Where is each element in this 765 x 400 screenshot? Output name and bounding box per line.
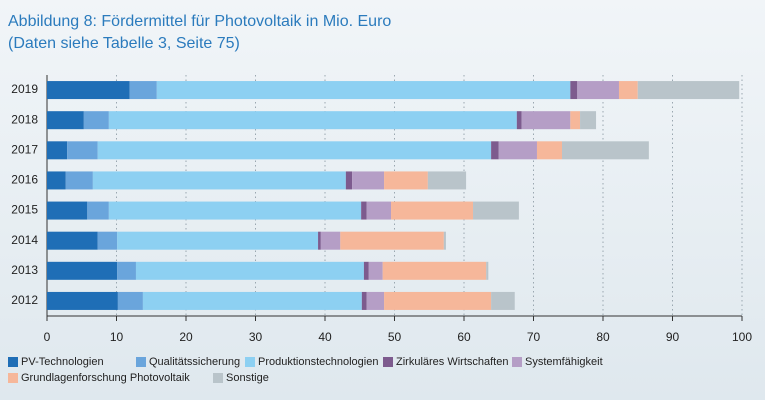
bar-segment (97, 231, 118, 250)
y-tick-label: 2015 (11, 203, 38, 217)
y-tick-label: 2019 (11, 82, 38, 96)
bar-segment (87, 201, 109, 220)
bar-segment (486, 261, 489, 280)
bar-segment (443, 231, 446, 250)
bar-segment (352, 171, 385, 190)
bar-segment (142, 291, 362, 310)
bar-segment (129, 81, 157, 100)
y-tick-label: 2018 (11, 112, 38, 126)
bar-segment (382, 261, 487, 280)
bar-segment (47, 81, 130, 100)
bar-segment (156, 81, 571, 100)
bar-segment (618, 81, 638, 100)
x-tick-label: 60 (457, 330, 471, 344)
legend-label: PV-Technologien (21, 356, 104, 368)
bar-segment (320, 231, 341, 250)
bar-segment (366, 291, 385, 310)
bar-segment (561, 141, 649, 160)
bar-segment (577, 81, 619, 100)
bar-segment (135, 261, 364, 280)
y-tick-label: 2016 (11, 173, 38, 187)
x-tick-label: 70 (527, 330, 541, 344)
y-tick-label: 2012 (11, 293, 38, 307)
legend-swatch (512, 357, 522, 367)
x-tick-label: 50 (388, 330, 402, 344)
bar-segment (108, 111, 517, 130)
legend-swatch (136, 357, 146, 367)
bar-segment (97, 141, 492, 160)
bar-segment (366, 201, 392, 220)
chart-title: Abbildung 8: Fördermittel für Photovolta… (8, 13, 391, 30)
x-tick-label: 100 (732, 330, 752, 344)
bar-segment (580, 111, 597, 130)
bar-segment (391, 201, 474, 220)
bar-segment (473, 201, 519, 220)
bar-segment (384, 171, 428, 190)
bar-segment (361, 291, 367, 310)
bar-segment (108, 201, 362, 220)
x-tick-label: 30 (249, 330, 263, 344)
bar-segment (491, 141, 499, 160)
legend-swatch (8, 357, 18, 367)
legend-label: Produktionstechnologien (258, 356, 378, 368)
legend-label: Grundlagenforschung Photovoltaik (21, 372, 190, 384)
legend-swatch (213, 373, 223, 383)
bar-segment (570, 111, 581, 130)
legend-swatch (8, 373, 18, 383)
x-tick-label: 20 (179, 330, 193, 344)
bar-segment (47, 231, 98, 250)
x-tick-label: 40 (318, 330, 332, 344)
bar-segment (637, 81, 740, 100)
y-tick-label: 2017 (11, 142, 38, 156)
bar-segment (47, 261, 118, 280)
y-tick-label: 2013 (11, 263, 38, 277)
bar-segment (117, 231, 319, 250)
x-tick-label: 10 (110, 330, 124, 344)
bar-segment (384, 291, 492, 310)
bar-segment (117, 261, 136, 280)
bar-segment (536, 141, 562, 160)
bar-segment (363, 261, 369, 280)
bar-segment (521, 111, 571, 130)
bar-segment (570, 81, 578, 100)
bar-segment (318, 231, 321, 250)
chart-subtitle: (Daten siehe Tabelle 3, Seite 75) (8, 35, 240, 52)
x-tick-label: 0 (44, 330, 51, 344)
bar-segment (361, 201, 367, 220)
bar-segment (65, 171, 93, 190)
legend-swatch (245, 357, 255, 367)
bar-segment (47, 201, 88, 220)
bar-segment (498, 141, 537, 160)
legend-label: Sonstige (226, 372, 269, 384)
bar-segment (47, 291, 118, 310)
bar-segment (491, 291, 515, 310)
x-tick-label: 80 (596, 330, 610, 344)
bar-segment (67, 141, 98, 160)
bar-segment (47, 141, 68, 160)
legend-swatch (383, 357, 393, 367)
bar-segment (345, 171, 353, 190)
bar-segment (368, 261, 383, 280)
bar-segment (47, 171, 66, 190)
bar-segment (83, 111, 109, 130)
legend-label: Qualitätssicherung (149, 356, 240, 368)
bar-segment (47, 111, 84, 130)
bar-segment (427, 171, 467, 190)
x-tick-label: 90 (666, 330, 680, 344)
bar-segment (117, 291, 143, 310)
bar-segment (340, 231, 444, 250)
bar-segment (92, 171, 346, 190)
bar-segment (516, 111, 522, 130)
y-tick-label: 2014 (11, 233, 38, 247)
legend-label: Systemfähigkeit (525, 356, 603, 368)
legend-label: Zirkuläres Wirtschaften (396, 356, 508, 368)
